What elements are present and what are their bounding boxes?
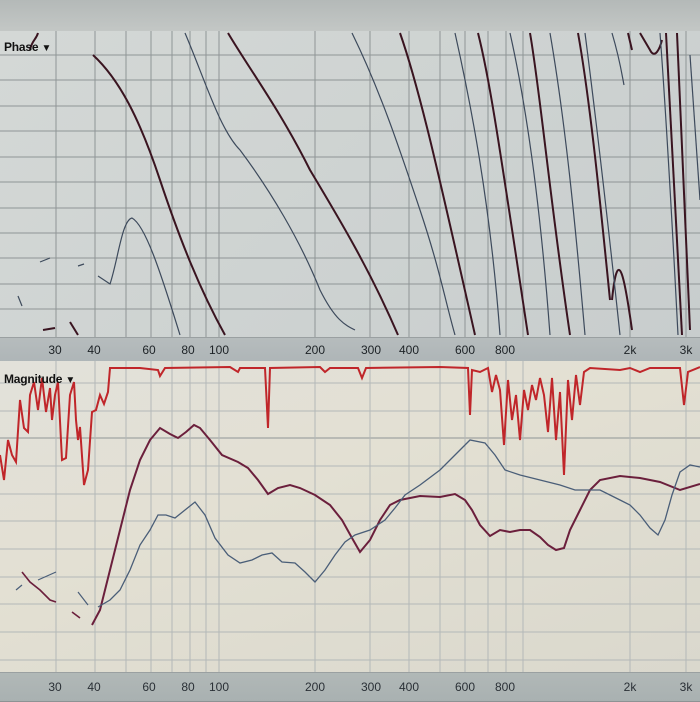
magnitude-grid [0, 361, 700, 672]
tick-40: 40 [87, 343, 101, 357]
tick-80: 80 [181, 343, 195, 357]
tick-80: 80 [181, 680, 195, 694]
tick-30: 30 [48, 680, 62, 694]
phase-pane-menu[interactable]: Phase ▼ [4, 40, 51, 54]
tick-2k: 2k [623, 343, 637, 357]
tick-60: 60 [142, 343, 156, 357]
tick-100: 100 [208, 343, 230, 357]
tick-600: 600 [454, 343, 476, 357]
magnitude-label: Magnitude [4, 372, 63, 386]
tick-30: 30 [48, 343, 62, 357]
magnitude-trace-maroon-fragment [21, 571, 81, 619]
tick-3k: 3k [679, 343, 693, 357]
chevron-down-icon: ▼ [65, 375, 76, 386]
tick-2k: 2k [623, 680, 637, 694]
phase-plot [0, 31, 700, 337]
magnitude-pane-menu[interactable]: Magnitude ▼ [4, 372, 75, 386]
coherence-trace [0, 365, 700, 486]
magnitude-plot [0, 361, 700, 672]
tick-300: 300 [360, 680, 382, 694]
tick-200: 200 [304, 343, 326, 357]
tick-40: 40 [87, 680, 101, 694]
tick-400: 400 [398, 680, 420, 694]
phase-label: Phase [4, 40, 39, 54]
window-top-bar [0, 0, 700, 32]
tick-60: 60 [142, 680, 156, 694]
phase-trace-blue [17, 32, 700, 336]
magnitude-trace-blue [97, 439, 700, 608]
magnitude-trace-maroon [91, 423, 700, 626]
magnitude-pane[interactable]: Magnitude ▼ [0, 361, 700, 672]
tick-800: 800 [494, 680, 516, 694]
frequency-axis-bottom: 30 40 60 80 100 200 300 400 600 800 2k 3… [0, 672, 700, 702]
tick-400: 400 [398, 343, 420, 357]
magnitude-trace-blue-fragment [15, 571, 89, 606]
phase-pane[interactable]: Phase ▼ [0, 31, 700, 337]
phase-grid [0, 31, 700, 337]
chevron-down-icon: ▼ [41, 43, 52, 54]
tick-300: 300 [360, 343, 382, 357]
tick-3k: 3k [679, 680, 693, 694]
tick-800: 800 [494, 343, 516, 357]
frequency-axis-top: 30 40 60 80 100 200 300 400 600 800 2k 3… [0, 337, 700, 363]
tick-100: 100 [208, 680, 230, 694]
tick-600: 600 [454, 680, 476, 694]
tick-200: 200 [304, 680, 326, 694]
